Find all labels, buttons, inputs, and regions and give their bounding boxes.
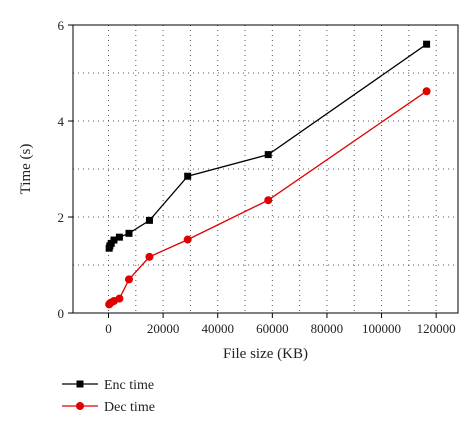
- y-tick-label: 0: [58, 306, 65, 321]
- data-point: [110, 236, 118, 244]
- data-point: [115, 233, 123, 241]
- data-point: [183, 235, 192, 244]
- y-axis-label: Time (s): [18, 144, 34, 195]
- legend-marker: [76, 402, 84, 410]
- x-tick-label: 0: [105, 321, 112, 336]
- x-tick-label: 20000: [147, 321, 180, 336]
- x-tick-label: 60000: [256, 321, 289, 336]
- legend-item: Enc time: [62, 378, 154, 393]
- legend: Enc time Dec time: [62, 378, 155, 415]
- plot-frame: [72, 24, 459, 314]
- y-tick-label: 2: [58, 210, 65, 225]
- data-point: [264, 196, 273, 205]
- x-axis-label: File size (KB): [223, 346, 308, 362]
- y-tick-label: 6: [58, 18, 65, 33]
- data-point: [423, 40, 431, 48]
- series: [105, 40, 431, 309]
- legend-marker: [76, 380, 84, 388]
- y-tick-label: 4: [58, 114, 65, 129]
- series-line: [108, 43, 427, 249]
- data-point: [124, 275, 133, 284]
- x-tick-label: 100000: [362, 321, 401, 336]
- grid: [73, 25, 458, 313]
- series-1: [105, 40, 431, 252]
- data-point: [145, 216, 153, 224]
- data-point: [264, 151, 272, 159]
- legend-item: Dec time: [62, 400, 155, 415]
- data-point: [422, 87, 431, 96]
- x-tick-label: 120000: [417, 321, 456, 336]
- data-point: [115, 294, 124, 303]
- legend-label: Dec time: [104, 400, 155, 415]
- axis-ticks: 0 20000 40000 60000 80000 100000 120000 0 2 4 6: [58, 18, 456, 336]
- legend-label: Enc time: [104, 378, 154, 393]
- x-tick-label: 40000: [201, 321, 234, 336]
- data-point: [125, 229, 133, 237]
- data-point: [145, 252, 154, 261]
- series-2: [105, 87, 431, 309]
- x-tick-label: 80000: [311, 321, 344, 336]
- data-point: [184, 172, 192, 180]
